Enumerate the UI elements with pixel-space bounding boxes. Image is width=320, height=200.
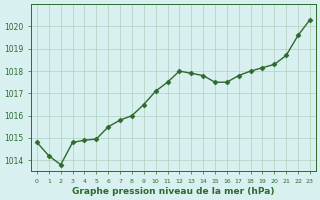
X-axis label: Graphe pression niveau de la mer (hPa): Graphe pression niveau de la mer (hPa): [72, 187, 275, 196]
